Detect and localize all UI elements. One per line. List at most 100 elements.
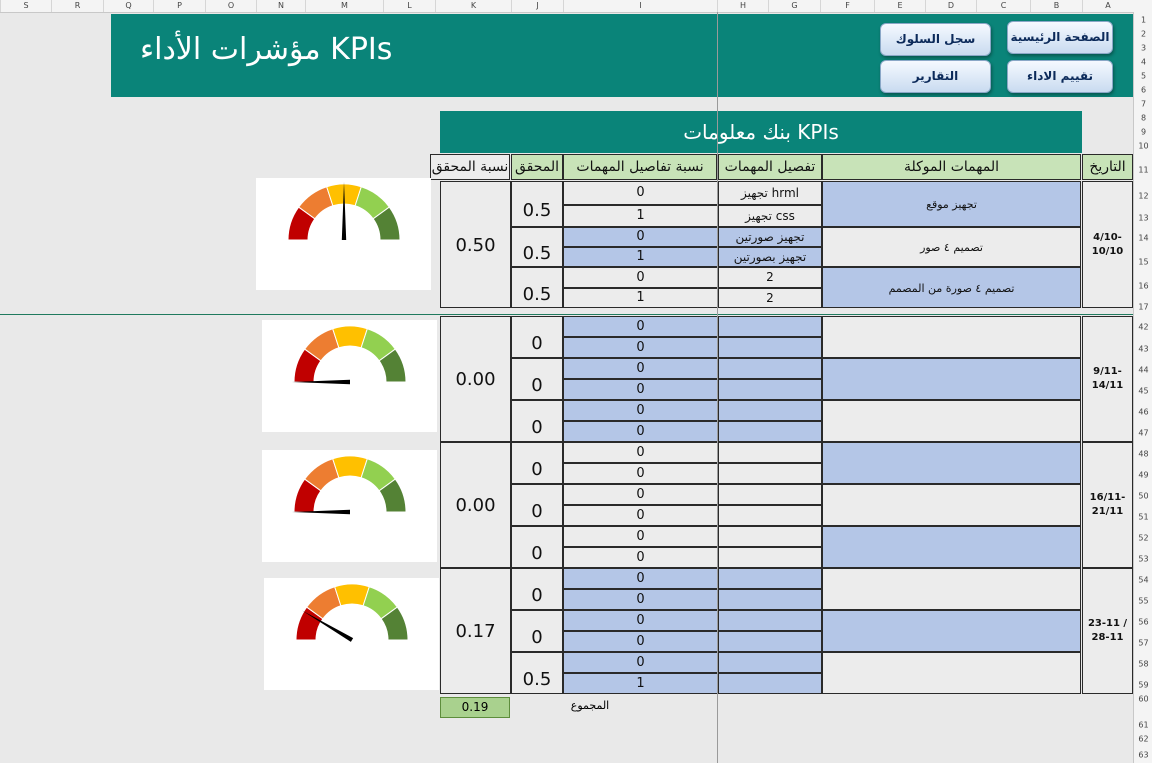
task-detail-cell[interactable] — [718, 400, 822, 421]
detail-ratio-cell[interactable]: 0 — [563, 526, 718, 547]
achieved-cell[interactable]: 0 — [511, 442, 563, 484]
detail-ratio-cell[interactable]: 0 — [563, 631, 718, 652]
task-cell[interactable] — [822, 526, 1081, 568]
detail-ratio-cell[interactable]: 1 — [563, 288, 718, 308]
behavior-log-button[interactable]: سجل السلوك — [880, 23, 991, 56]
task-cell[interactable] — [822, 568, 1081, 610]
row-header[interactable]: 52 — [1138, 533, 1149, 543]
column-header[interactable]: C — [976, 0, 1030, 12]
row-header[interactable]: 43 — [1138, 344, 1149, 354]
achieved-cell[interactable]: 0.5 — [511, 267, 563, 308]
detail-ratio-cell[interactable]: 0 — [563, 400, 718, 421]
task-detail-cell[interactable] — [718, 673, 822, 694]
task-cell[interactable] — [822, 442, 1081, 484]
achieved-cell[interactable]: 0 — [511, 316, 563, 358]
task-detail-cell[interactable] — [718, 463, 822, 484]
column-header[interactable]: G — [768, 0, 820, 12]
column-header[interactable]: I — [563, 0, 717, 12]
row-header[interactable]: 12 — [1138, 191, 1149, 201]
week-achieved-ratio[interactable]: 0.00 — [440, 442, 511, 568]
detail-ratio-cell[interactable]: 0 — [563, 568, 718, 589]
column-header[interactable]: P — [153, 0, 205, 12]
column-header[interactable]: O — [205, 0, 256, 12]
row-header[interactable]: 53 — [1138, 554, 1149, 564]
detail-ratio-cell[interactable]: 0 — [563, 589, 718, 610]
task-cell[interactable] — [822, 400, 1081, 442]
detail-ratio-cell[interactable]: 0 — [563, 652, 718, 673]
detail-ratio-cell[interactable]: 0 — [563, 442, 718, 463]
total-value[interactable]: 0.19 — [440, 697, 510, 718]
row-header[interactable]: 55 — [1138, 596, 1149, 606]
achieved-cell[interactable]: 0 — [511, 358, 563, 400]
task-cell[interactable] — [822, 610, 1081, 652]
row-header[interactable]: 16 — [1138, 281, 1149, 291]
task-detail-cell[interactable]: تجهيز css — [718, 205, 822, 227]
column-header[interactable]: Q — [103, 0, 153, 12]
task-detail-cell[interactable] — [718, 547, 822, 568]
detail-ratio-cell[interactable]: 0 — [563, 316, 718, 337]
achieved-cell[interactable]: 0.5 — [511, 652, 563, 694]
row-header[interactable]: 63 — [1138, 750, 1149, 760]
detail-ratio-cell[interactable]: 0 — [563, 181, 718, 205]
column-header[interactable]: E — [874, 0, 925, 12]
row-header[interactable]: 11 — [1138, 165, 1149, 175]
achieved-cell[interactable]: 0 — [511, 400, 563, 442]
task-detail-cell[interactable]: تجهيز صورتين — [718, 227, 822, 247]
row-header[interactable]: 47 — [1138, 428, 1149, 438]
achieved-cell[interactable]: 0 — [511, 484, 563, 526]
task-detail-cell[interactable] — [718, 421, 822, 442]
task-cell[interactable] — [822, 358, 1081, 400]
detail-ratio-cell[interactable]: 1 — [563, 673, 718, 694]
detail-ratio-cell[interactable]: 0 — [563, 610, 718, 631]
row-header[interactable]: 15 — [1138, 257, 1149, 267]
row-header[interactable]: 4 — [1140, 57, 1147, 67]
row-header[interactable]: 59 — [1138, 680, 1149, 690]
task-detail-cell[interactable] — [718, 442, 822, 463]
detail-ratio-cell[interactable]: 0 — [563, 547, 718, 568]
row-header[interactable]: 42 — [1138, 322, 1149, 332]
row-header[interactable]: 10 — [1138, 141, 1149, 151]
column-header[interactable]: B — [1030, 0, 1082, 12]
row-header[interactable]: 60 — [1138, 694, 1149, 704]
week-achieved-ratio[interactable]: 0.50 — [440, 181, 511, 308]
detail-ratio-cell[interactable]: 0 — [563, 337, 718, 358]
task-detail-cell[interactable] — [718, 610, 822, 631]
column-header[interactable]: N — [256, 0, 305, 12]
row-header[interactable]: 9 — [1140, 127, 1147, 137]
task-detail-cell[interactable] — [718, 631, 822, 652]
column-header[interactable]: J — [511, 0, 563, 12]
detail-ratio-cell[interactable]: 0 — [563, 379, 718, 400]
task-cell[interactable] — [822, 316, 1081, 358]
reports-button[interactable]: التقارير — [880, 60, 991, 93]
week-achieved-ratio[interactable]: 0.00 — [440, 316, 511, 442]
task-detail-cell[interactable]: 2 — [718, 267, 822, 288]
column-header[interactable]: K — [435, 0, 511, 12]
week-date-cell[interactable]: 16/11- 21/11 — [1082, 442, 1133, 568]
task-cell[interactable] — [822, 652, 1081, 694]
home-button[interactable]: الصفحة الرئيسية — [1007, 21, 1113, 54]
achieved-cell[interactable]: 0 — [511, 526, 563, 568]
detail-ratio-cell[interactable]: 0 — [563, 267, 718, 288]
detail-ratio-cell[interactable]: 0 — [563, 227, 718, 247]
task-detail-cell[interactable]: تجهيز بصورتين — [718, 247, 822, 267]
row-header[interactable]: 8 — [1140, 113, 1147, 123]
row-header[interactable]: 46 — [1138, 407, 1149, 417]
column-header[interactable]: R — [51, 0, 103, 12]
achieved-cell[interactable]: 0.5 — [511, 227, 563, 267]
week-achieved-ratio[interactable]: 0.17 — [440, 568, 511, 694]
row-header[interactable]: 5 — [1140, 71, 1147, 81]
task-detail-cell[interactable]: 2 — [718, 288, 822, 308]
week-date-cell[interactable]: 4/10- 10/10 — [1082, 181, 1133, 308]
row-header[interactable]: 58 — [1138, 659, 1149, 669]
row-header[interactable]: 6 — [1140, 85, 1147, 95]
detail-ratio-cell[interactable]: 0 — [563, 505, 718, 526]
row-header[interactable]: 13 — [1138, 213, 1149, 223]
row-header[interactable]: 14 — [1138, 233, 1149, 243]
task-detail-cell[interactable] — [718, 568, 822, 589]
detail-ratio-cell[interactable]: 0 — [563, 463, 718, 484]
row-header[interactable]: 61 — [1138, 720, 1149, 730]
detail-ratio-cell[interactable]: 0 — [563, 358, 718, 379]
row-header[interactable]: 56 — [1138, 617, 1149, 627]
row-header[interactable]: 62 — [1138, 734, 1149, 744]
row-header[interactable]: 45 — [1138, 386, 1149, 396]
